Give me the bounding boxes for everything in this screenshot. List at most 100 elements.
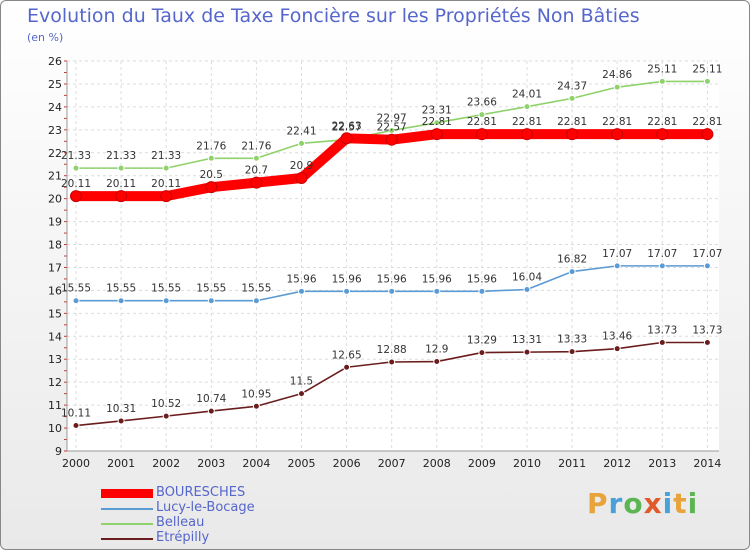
data-label-bouresches: 20.5 [200,169,223,181]
logo-letter: P [587,487,609,520]
x-tick-label: 2012 [603,457,631,470]
x-tick-label: 2010 [513,457,541,470]
y-tick-label: 21 [48,170,62,183]
data-point-bouresches [295,172,308,184]
y-tick-label: 15 [48,307,62,320]
data-point-lucy-le-bocage [207,297,215,305]
legend-label-etrepilly: Etrépilly [156,530,210,545]
data-point-lucy-le-bocage [388,287,396,295]
x-tick-label: 2003 [197,457,225,470]
data-point-lucy-le-bocage [298,287,305,295]
data-label-belleau: 21.33 [106,150,136,162]
data-label-bouresches: 22.81 [467,116,497,128]
data-point-bouresches [611,128,624,141]
y-tick-label: 11 [48,399,62,412]
data-label-etr-pilly: 11.5 [290,376,313,388]
data-label-etr-pilly: 13.33 [557,334,587,346]
data-label-etr-pilly: 13.31 [512,334,542,346]
data-label-belleau: 25.11 [692,63,722,75]
data-point-etr-pilly [252,402,260,410]
y-tick-label: 16 [48,284,62,297]
x-tick-label: 2000 [62,457,90,470]
data-point-lucy-le-bocage [117,297,125,305]
data-point-bouresches [385,133,398,146]
unit-label: (en %) [27,31,64,44]
data-label-etr-pilly: 10.95 [241,388,271,400]
y-tick-label: 19 [48,216,62,229]
data-label-bouresches: 22.57 [377,122,407,134]
data-label-lucy-le-bocage: 17.07 [602,248,632,260]
data-point-lucy-le-bocage [478,287,486,295]
data-point-bouresches [115,190,128,203]
data-point-belleau [703,77,711,85]
data-label-lucy-le-bocage: 15.55 [196,283,226,295]
data-point-etr-pilly [72,422,80,430]
x-tick-label: 2009 [468,457,496,470]
y-tick-label: 23 [48,124,62,137]
data-point-etr-pilly [433,358,441,366]
data-point-lucy-le-bocage [162,297,170,305]
data-label-etr-pilly: 10.52 [151,398,181,410]
data-label-belleau: 24.01 [512,89,542,101]
data-point-belleau [207,154,215,162]
data-point-etr-pilly [207,407,215,415]
y-tick-label: 18 [48,239,62,252]
data-label-etr-pilly: 12.88 [377,344,407,356]
data-point-etr-pilly [162,412,170,420]
x-tick-label: 2011 [558,457,586,470]
data-point-lucy-le-bocage [703,262,711,270]
y-tick-label: 22 [48,147,62,160]
legend-swatch-etrepilly [101,538,153,540]
data-label-belleau: 24.86 [602,69,632,81]
data-label-etr-pilly: 13.73 [692,324,722,336]
data-label-lucy-le-bocage: 17.07 [647,248,677,260]
x-tick-label: 2006 [333,457,361,470]
data-point-belleau [388,127,396,135]
data-point-bouresches [340,132,353,145]
data-point-bouresches [656,128,669,141]
legend-label-bouresches: BOURESCHES [156,485,246,500]
data-label-bouresches: 20.11 [151,178,181,190]
y-tick-label: 13 [48,353,62,366]
data-point-belleau [433,119,441,127]
legend-swatch-bouresches [101,489,153,498]
data-label-lucy-le-bocage: 15.96 [286,273,316,285]
data-point-etr-pilly [343,363,351,371]
data-point-bouresches [70,190,82,203]
y-tick-label: 25 [48,78,62,91]
data-point-belleau [117,164,125,172]
x-tick-label: 2013 [648,457,676,470]
data-point-etr-pilly [658,338,666,346]
data-label-etr-pilly: 13.29 [467,335,497,347]
data-point-bouresches [521,128,533,141]
data-label-lucy-le-bocage: 15.96 [467,273,497,285]
data-label-lucy-le-bocage: 16.82 [557,254,587,266]
data-label-bouresches: 20.9 [290,160,313,172]
data-label-bouresches: 20.11 [61,178,91,190]
data-point-bouresches [566,128,579,141]
data-label-bouresches: 22.81 [692,116,722,128]
data-point-belleau [523,103,531,111]
data-label-lucy-le-bocage: 15.55 [106,283,136,295]
legend-swatch-belleau [101,523,153,525]
data-point-lucy-le-bocage [433,287,441,295]
data-label-etr-pilly: 13.73 [647,324,677,336]
data-label-lucy-le-bocage: 15.55 [61,283,91,295]
data-point-belleau [162,164,170,172]
data-point-etr-pilly [298,390,305,398]
data-label-bouresches: 22.81 [602,116,632,128]
y-tick-label: 12 [48,376,62,389]
data-label-lucy-le-bocage: 15.96 [377,273,407,285]
data-point-bouresches [430,128,443,141]
logo-letter: o [623,487,644,520]
data-point-etr-pilly [703,338,711,346]
data-label-bouresches: 22.81 [512,116,542,128]
legend-label-lucy-le-bocage: Lucy-le-Bocage [156,500,255,515]
data-label-belleau: 23.31 [422,105,452,117]
data-label-lucy-le-bocage: 15.55 [241,283,271,295]
data-label-lucy-le-bocage: 15.96 [422,273,452,285]
data-point-bouresches [250,176,263,189]
logo-letter: i [662,487,674,520]
